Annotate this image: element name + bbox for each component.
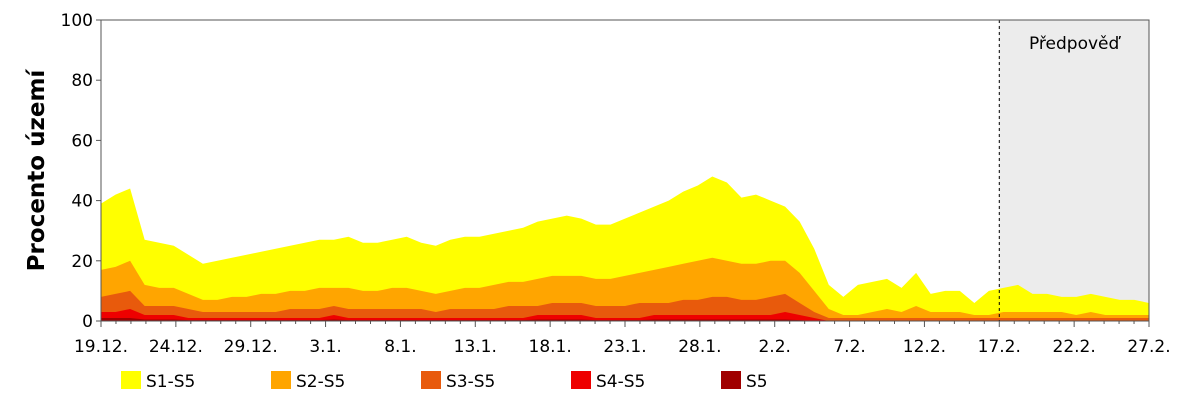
- y-tick-label: 80: [71, 71, 93, 91]
- legend-swatch-s3-s5: [421, 371, 441, 389]
- legend-swatch-s1-s5: [121, 371, 141, 389]
- x-tick-label: 3.1.: [309, 337, 341, 357]
- x-tick-label: 22.2.: [1053, 337, 1096, 357]
- area-s4-s5: [101, 308, 1149, 321]
- x-tick-label: 28.1.: [678, 337, 721, 357]
- x-tick-label: 23.1.: [603, 337, 646, 357]
- y-axis-label: Procento území: [24, 69, 50, 272]
- legend-label-s4-s5: S4-S5: [596, 372, 645, 392]
- y-tick-label: 60: [71, 131, 93, 151]
- legend: S1-S5 S2-S5 S3-S5 S4-S5 S5: [121, 371, 768, 392]
- x-tick-label: 29.12.: [224, 337, 278, 357]
- area-s5: [101, 317, 1149, 321]
- legend-label-s3-s5: S3-S5: [446, 372, 495, 392]
- y-tick-label: 40: [71, 192, 93, 212]
- area-s3-s5: [101, 290, 1149, 321]
- x-tick-label: 8.1.: [384, 337, 416, 357]
- x-tick-label: 27.2.: [1127, 337, 1170, 357]
- x-tick-label: 18.1.: [529, 337, 572, 357]
- x-tick-label: 24.12.: [149, 337, 203, 357]
- x-tick-label: 19.12.: [74, 337, 128, 357]
- x-tick-label: 13.1.: [454, 337, 497, 357]
- legend-swatch-s2-s5: [271, 371, 291, 389]
- forecast-region: [999, 20, 1149, 321]
- y-tick-label: 0: [82, 312, 93, 332]
- area-s2-s5: [101, 257, 1149, 321]
- legend-swatch-s5: [721, 371, 741, 389]
- area-s1-s5: [101, 176, 1149, 321]
- x-tick-label: 17.2.: [978, 337, 1021, 357]
- legend-label-s2-s5: S2-S5: [296, 372, 345, 392]
- legend-label-s5: S5: [746, 372, 768, 392]
- x-tick-label: 12.2.: [903, 337, 946, 357]
- x-tick-label: 2.2.: [758, 337, 790, 357]
- area-series-group: [101, 176, 1149, 321]
- x-tick-label: 7.2.: [833, 337, 865, 357]
- y-tick-label: 20: [71, 252, 93, 272]
- legend-label-s1-s5: S1-S5: [146, 372, 195, 392]
- y-axis: 0 20 40 60 80 100: [61, 11, 101, 332]
- y-tick-label: 100: [61, 11, 93, 31]
- legend-swatch-s4-s5: [571, 371, 591, 389]
- forecast-label: Předpověď: [1029, 34, 1122, 54]
- x-axis: 19.12. 24.12. 29.12. 3.1. 8.1. 13.1. 18.1. 23.1…: [74, 321, 1171, 357]
